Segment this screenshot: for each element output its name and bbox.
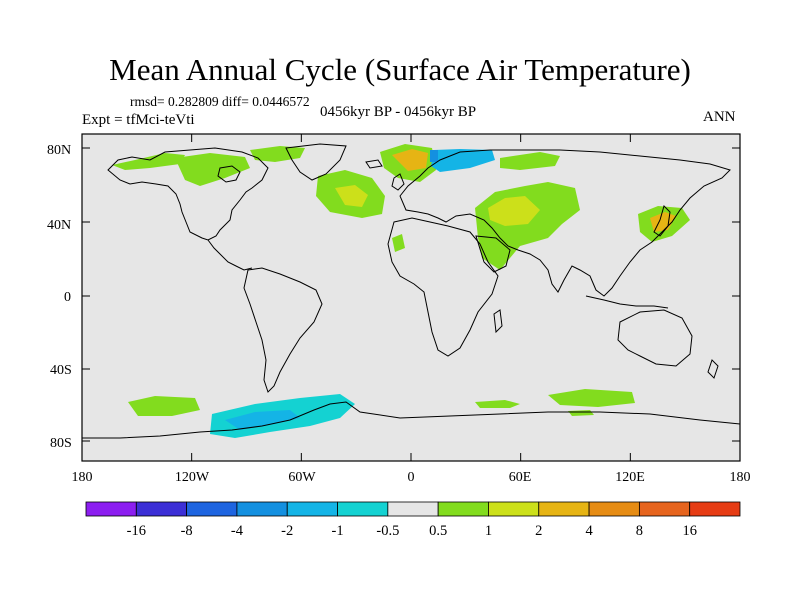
coast-iceland: [365, 159, 383, 169]
coast-eurasia: [399, 149, 731, 297]
coastlines: [82, 143, 741, 439]
colorbar-swatch: [236, 501, 288, 517]
coast-antarctica: [82, 401, 741, 439]
colorbar-label: -8: [181, 523, 193, 539]
lon-label-120w: 120W: [175, 470, 210, 485]
colorbar-label: -4: [231, 523, 244, 539]
colorbar-swatch: [186, 501, 238, 517]
lat-label-0: 0: [64, 290, 71, 305]
coast-greenland: [285, 143, 347, 181]
anomaly-patch-barents: [431, 149, 495, 172]
lat-label-40n: 40N: [47, 218, 71, 233]
coast-africa: [387, 217, 499, 357]
anomaly-patch-south-atlantic: [475, 400, 520, 408]
colorbar-swatch: [437, 501, 489, 517]
colorbar-swatch: [538, 501, 590, 517]
coast-japan: [653, 205, 671, 237]
lat-label-40s: 40S: [50, 363, 72, 378]
coast-new-zealand: [707, 359, 719, 379]
coast-indonesia: [585, 295, 669, 309]
anomaly-patch-indian-ocean: [548, 389, 635, 407]
colorbar-swatch: [588, 501, 640, 517]
lon-label-120e: 120E: [615, 470, 645, 485]
colorbar-swatch: [387, 501, 439, 517]
coast-north-america: [107, 147, 269, 241]
lon-label-180w: 180: [72, 470, 93, 485]
anomaly-patch-norwegian-sea-core: [392, 149, 428, 171]
colorbar-label: -1: [331, 523, 343, 539]
colorbar-label: 1: [485, 523, 492, 539]
anomaly-field: [112, 144, 690, 438]
colorbar-label: 2: [535, 523, 542, 539]
colorbar-label: -2: [281, 523, 293, 539]
anomaly-patch-alaska: [112, 153, 185, 170]
coast-hudson-bay: [217, 165, 241, 183]
axis-ticks: [81, 134, 741, 461]
colorbar-label: 4: [585, 523, 593, 539]
colorbar-label: 8: [636, 523, 643, 539]
lon-label-180e: 180: [730, 470, 751, 485]
anomaly-patch-north-canada: [175, 153, 250, 186]
colorbar-label: -0.5: [376, 523, 399, 539]
colorbar-label: -16: [127, 523, 146, 539]
coast-central-america: [207, 239, 253, 271]
colorbar-label: 16: [682, 523, 697, 539]
lat-label-80n: 80N: [47, 143, 71, 158]
coast-australia: [617, 309, 693, 367]
anomaly-patch-west-antarctica-core: [225, 410, 300, 430]
anomaly-patch-east-antarctic-coast: [568, 410, 594, 416]
colorbar-swatch: [337, 501, 389, 517]
coast-south-america: [243, 267, 323, 393]
colorbar-labels: -16 -8 -4 -2 -1 -0.5 0.5 1 2 4 8 16: [127, 523, 697, 539]
rmsd-diff-stats: rmsd= 0.282809 diff= 0.0446572: [130, 94, 310, 109]
period-label: 0456kyr BP - 0456kyr BP: [320, 104, 477, 120]
colorbar-swatch: [488, 501, 540, 517]
lon-label-60e: 60E: [509, 470, 532, 485]
colorbar-swatch: [286, 501, 338, 517]
lat-label-80s: 80S: [50, 436, 72, 451]
colorbar-swatch: [638, 501, 691, 517]
lon-label-0: 0: [408, 470, 415, 485]
colorbar-swatch: [689, 501, 741, 517]
coast-madagascar: [493, 309, 503, 334]
anomaly-patch-west-africa: [392, 234, 405, 252]
season-label: ANN: [703, 109, 736, 125]
anomaly-patch-barents-core: [430, 150, 438, 162]
lon-label-60w: 60W: [288, 470, 316, 485]
anomaly-patch-siberia: [500, 152, 560, 170]
anomaly-patch-south-pacific: [128, 396, 200, 416]
experiment-label: Expt = tfMci-teVti: [82, 112, 195, 128]
coast-uk: [391, 173, 405, 191]
anomaly-patch-central-asia-core: [488, 196, 540, 226]
plot-title: Mean Annual Cycle (Surface Air Temperatu…: [109, 52, 691, 87]
colorbar-swatch: [85, 501, 137, 517]
coast-arabia: [475, 235, 511, 273]
colorbar-swatch: [135, 501, 188, 517]
colorbar-label: 0.5: [429, 523, 447, 539]
anomaly-patch-north-atlantic-core: [335, 185, 368, 207]
colorbar: [85, 501, 741, 517]
